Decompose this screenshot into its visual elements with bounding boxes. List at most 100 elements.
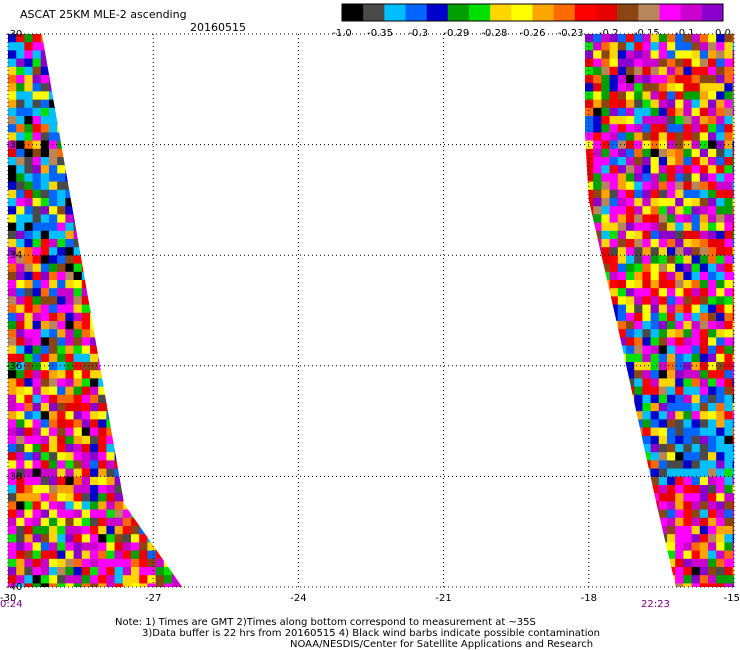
data-cell <box>32 222 42 232</box>
data-cell <box>609 91 619 100</box>
data-cell <box>8 550 17 560</box>
data-cell <box>24 558 33 568</box>
data-cell <box>642 116 651 125</box>
data-cell <box>221 83 230 92</box>
colorbar-segment <box>511 4 533 21</box>
data-cell <box>658 83 668 92</box>
data-cell <box>626 83 635 92</box>
data-cell <box>699 452 709 461</box>
data-cell <box>213 337 222 346</box>
data-cell <box>188 411 197 420</box>
data-cell <box>593 370 602 379</box>
data-cell <box>724 263 733 273</box>
data-cell <box>65 239 74 248</box>
data-cell <box>90 206 99 215</box>
data-cell <box>699 476 709 486</box>
data-cell <box>81 255 91 264</box>
data-cell <box>8 206 17 215</box>
data-cell <box>197 223 206 232</box>
data-cell <box>90 419 99 428</box>
data-cell <box>98 140 107 150</box>
data-cell <box>16 501 25 510</box>
data-cell <box>73 181 83 191</box>
data-cell <box>213 198 222 207</box>
data-cell <box>724 542 733 551</box>
data-cell <box>81 50 91 59</box>
data-cell <box>188 551 197 560</box>
data-cell <box>626 66 635 76</box>
data-cell <box>626 444 635 453</box>
data-cell <box>708 427 717 437</box>
data-cell <box>16 157 25 166</box>
data-cell <box>98 255 107 264</box>
data-cell <box>593 534 602 543</box>
data-cell <box>32 517 42 527</box>
data-cell <box>114 329 124 338</box>
data-cell <box>188 50 197 59</box>
data-cell <box>634 411 643 420</box>
data-cell <box>147 403 156 412</box>
data-cell <box>188 395 197 404</box>
data-cell <box>90 34 99 43</box>
data-cell <box>724 214 733 223</box>
data-cell <box>114 288 124 297</box>
data-cell <box>57 173 66 182</box>
data-cell <box>98 165 107 174</box>
data-cell <box>634 517 643 527</box>
data-cell <box>229 42 238 51</box>
data-cell <box>213 247 222 256</box>
data-cell <box>724 230 733 240</box>
data-cell <box>617 247 627 256</box>
data-cell <box>221 280 230 289</box>
data-cell <box>675 345 684 355</box>
data-cell <box>197 460 206 469</box>
data-cell <box>65 75 74 84</box>
data-cell <box>8 214 17 223</box>
data-cell <box>122 271 132 281</box>
data-cell <box>73 230 83 240</box>
data-cell <box>57 296 66 305</box>
data-cell <box>221 214 230 223</box>
data-cell <box>49 312 58 322</box>
data-cell <box>16 75 25 84</box>
data-cell <box>716 435 725 445</box>
data-cell <box>65 493 74 502</box>
data-cell <box>73 58 83 68</box>
data-cell <box>57 558 66 568</box>
data-cell <box>90 173 99 182</box>
data-cell <box>57 255 66 264</box>
data-cell <box>213 214 222 223</box>
data-cell <box>16 567 25 576</box>
data-cell <box>147 394 156 404</box>
data-cell <box>724 75 733 84</box>
data-cell <box>716 181 725 191</box>
data-cell <box>172 239 181 248</box>
data-cell <box>147 255 156 264</box>
data-cell <box>172 427 181 437</box>
data-cell <box>634 534 643 543</box>
data-cell <box>90 50 99 59</box>
data-cell <box>16 198 25 207</box>
data-cell <box>163 58 173 68</box>
data-cell <box>163 435 173 445</box>
data-cell <box>65 222 74 232</box>
data-cell <box>650 124 660 133</box>
data-cell <box>114 280 124 289</box>
data-cell <box>642 501 651 510</box>
data-cell <box>585 116 594 125</box>
data-cell <box>601 222 610 232</box>
data-cell <box>642 239 651 248</box>
data-cell <box>213 313 222 322</box>
data-cell <box>40 526 50 535</box>
data-cell <box>16 107 25 117</box>
data-cell <box>16 206 25 215</box>
data-cell <box>16 353 25 363</box>
data-cell <box>626 107 635 117</box>
data-cell <box>609 230 619 240</box>
data-cell <box>49 558 58 568</box>
data-cell <box>40 124 50 133</box>
data-cell <box>675 247 684 256</box>
data-cell <box>650 345 660 355</box>
data-cell <box>716 165 725 174</box>
data-cell <box>147 206 156 215</box>
